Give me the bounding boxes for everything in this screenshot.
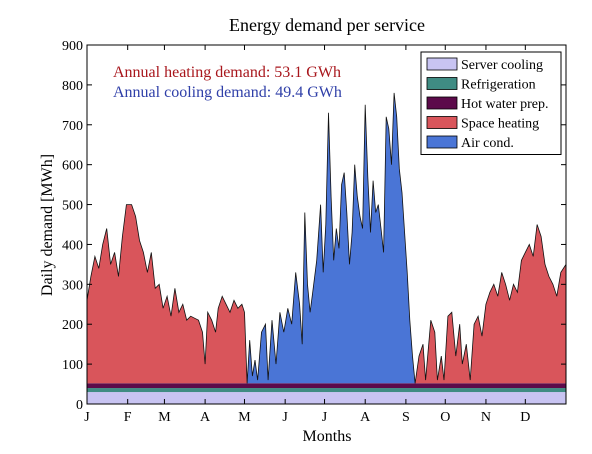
y-tick-label: 500 bbox=[62, 199, 83, 214]
x-tick-label: A bbox=[200, 410, 211, 425]
y-tick-label: 900 bbox=[62, 39, 83, 54]
legend-swatch bbox=[426, 96, 458, 110]
y-tick-label: 100 bbox=[62, 358, 83, 373]
plot-area bbox=[86, 44, 567, 405]
x-tick-label: J bbox=[322, 410, 328, 425]
legend-swatch bbox=[426, 135, 458, 149]
y-tick-label: 400 bbox=[62, 238, 83, 253]
x-tick-label: F bbox=[124, 410, 132, 425]
area-server-cooling bbox=[87, 392, 566, 404]
legend-label: Space heating bbox=[461, 117, 539, 132]
annotation-cooling-demand: Annual cooling demand: 49.4 GWh bbox=[113, 84, 342, 101]
area-refrigeration bbox=[87, 388, 566, 393]
plot-frame bbox=[86, 44, 567, 405]
y-axis-label: Daily demand [MWh] bbox=[39, 154, 56, 296]
y-tick-label: 200 bbox=[62, 318, 83, 333]
x-tick-label: A bbox=[360, 410, 371, 425]
legend-label: Server cooling bbox=[461, 58, 543, 73]
total-demand-outline bbox=[86, 92, 567, 384]
x-tick-label: N bbox=[481, 410, 491, 425]
legend-swatch bbox=[426, 77, 458, 90]
y-tick-label: 700 bbox=[62, 119, 83, 134]
legend-swatch bbox=[426, 57, 458, 71]
x-tick-label: J bbox=[84, 410, 90, 425]
area-hot-water-prep bbox=[87, 383, 566, 389]
legend-swatch bbox=[426, 116, 458, 129]
x-tick-label: J bbox=[282, 410, 288, 425]
chart-title: Energy demand per service bbox=[229, 15, 425, 35]
x-tick-label: S bbox=[402, 410, 410, 425]
area-air-cond bbox=[87, 92, 566, 384]
x-axis-label: Months bbox=[303, 428, 352, 445]
legend-label: Air cond. bbox=[461, 136, 514, 151]
annotation-heating-demand: Annual heating demand: 53.1 GWh bbox=[113, 64, 341, 81]
x-tick-label: M bbox=[158, 410, 171, 425]
y-tick-label: 800 bbox=[62, 79, 83, 94]
legend-label: Hot water prep. bbox=[461, 97, 548, 112]
x-tick-label: O bbox=[440, 410, 450, 425]
legend-label: Refrigeration bbox=[461, 78, 536, 93]
y-tick-label: 300 bbox=[62, 278, 83, 293]
x-tick-label: M bbox=[238, 410, 251, 425]
y-tick-label: 0 bbox=[76, 398, 83, 413]
y-tick-label: 600 bbox=[62, 159, 83, 174]
x-tick-label: D bbox=[520, 410, 530, 425]
y-axis: 0 100 200 300 400 500 600 700 800 900 bbox=[62, 39, 566, 413]
legend: Server cooling Refrigeration Hot water pre… bbox=[420, 51, 562, 155]
